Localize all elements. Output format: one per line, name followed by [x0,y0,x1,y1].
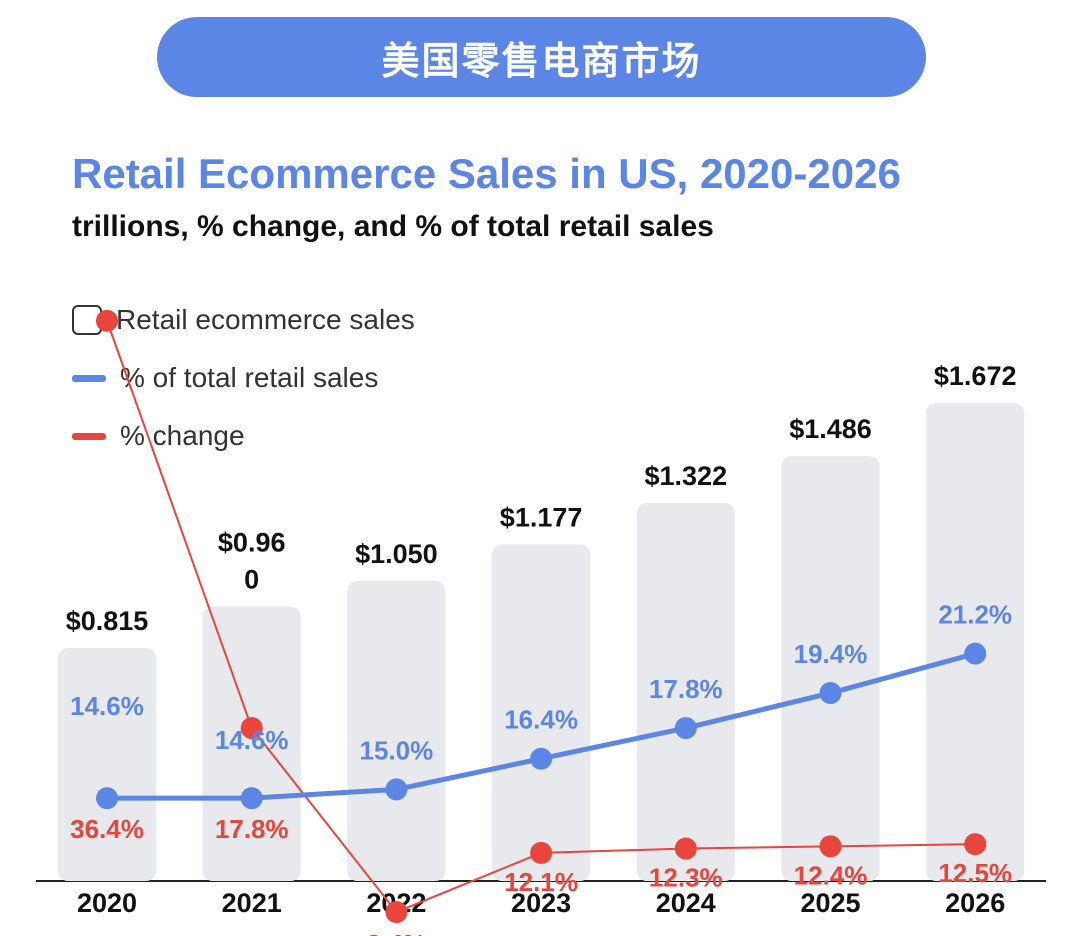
bar-value-label-2026: $1.672 [934,361,1017,391]
x-tick-label-2021: 2021 [222,888,282,918]
change-point-2022 [385,901,408,924]
change-point-2024 [674,837,697,860]
legend-blue-line-icon [72,374,106,382]
bar-2026 [926,402,1025,881]
bar-2020 [58,648,156,881]
bar-value-label-2023: $1.177 [500,503,583,533]
change-label-2022: 9.4% [367,929,426,936]
change-label-2025: 12.4% [794,860,868,890]
bar-2024 [636,503,735,881]
bar-value-label-2024: $1.322 [645,461,728,491]
share-label-2022: 15.0% [360,735,434,765]
legend-item-total-retail: % of total retail sales [72,362,378,394]
legend-item-change: % change [72,420,245,452]
legend-item-ecommerce-sales: Retail ecommerce sales [72,304,415,336]
x-tick-label-2024: 2024 [656,888,716,918]
title-banner: 美国零售电商市场 [157,17,926,97]
change-label-2020: 36.4% [70,814,144,844]
share-point-2024 [674,717,697,740]
bar-2023 [492,544,591,881]
change-point-2021 [240,717,263,740]
legend-red-line-icon [72,432,106,440]
chart-subtitle: trillions, % change, and % of total reta… [72,210,714,243]
change-point-2023 [530,841,553,864]
change-label-2026: 12.5% [938,858,1012,888]
banner-title: 美国零售电商市场 [381,38,702,83]
share-point-2023 [530,747,553,770]
legend-label-ecommerce-sales: Retail ecommerce sales [116,304,415,335]
share-point-2021 [240,787,263,810]
share-label-2024: 17.8% [649,674,723,704]
share-label-2020: 14.6% [70,691,144,721]
bar-value-label-2021: $0.96 0 [218,528,286,595]
share-label-2023: 16.4% [504,705,578,735]
bar-2022 [347,580,446,881]
share-point-2022 [385,778,408,801]
legend-label-change: % change [120,420,245,451]
legend-label-total-retail: % of total retail sales [120,362,379,393]
share-point-2026 [964,642,987,665]
share-label-2026: 21.2% [938,600,1012,630]
share-point-2025 [819,682,842,705]
change-point-2020 [96,309,118,332]
change-label-2024: 12.3% [649,863,723,893]
change-label-2021: 17.8% [215,814,289,844]
chart-title: Retail Ecommerce Sales in US, 2020-2026 [72,150,901,197]
change-label-2023: 12.1% [504,867,578,897]
change-point-2025 [819,835,842,858]
bar-2021 [202,606,301,881]
share-point-2020 [96,787,118,810]
share-label-2025: 19.4% [794,639,868,669]
bar-2025 [781,456,880,881]
bar-value-label-2020: $0.815 [66,606,149,636]
x-tick-label-2026: 2026 [945,888,1005,918]
bar-value-label-2022: $1.050 [355,539,438,569]
x-tick-label-2023: 2023 [511,888,571,918]
x-tick-label-2025: 2025 [800,888,860,918]
share-label-2021: 14.6% [215,725,289,755]
x-tick-label-2020: 2020 [77,888,137,918]
bar-value-label-2025: $1.486 [789,414,872,444]
change-point-2026 [964,833,987,856]
